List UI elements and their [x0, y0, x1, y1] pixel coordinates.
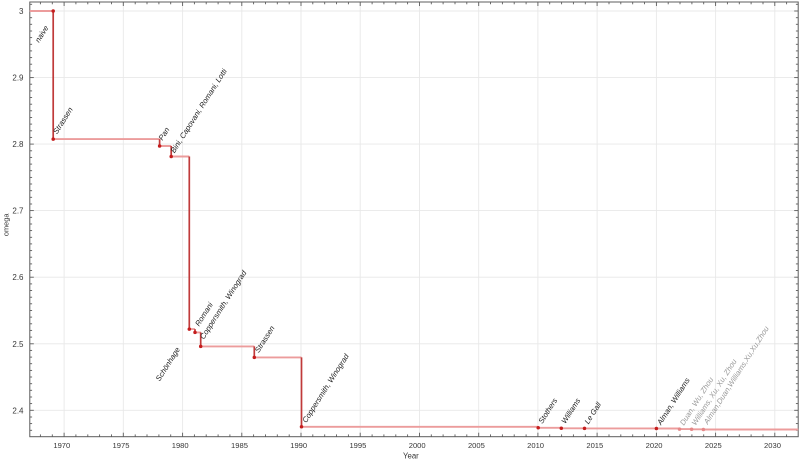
- svg-text:1985: 1985: [231, 441, 248, 450]
- svg-text:2.7: 2.7: [12, 207, 24, 216]
- svg-text:3: 3: [19, 7, 24, 16]
- svg-text:2.9: 2.9: [12, 74, 24, 83]
- svg-text:2025: 2025: [705, 441, 722, 450]
- svg-text:2.4: 2.4: [12, 406, 24, 415]
- svg-text:1990: 1990: [290, 441, 307, 450]
- svg-text:1995: 1995: [349, 441, 366, 450]
- svg-text:omega: omega: [2, 213, 11, 236]
- svg-text:2005: 2005: [468, 441, 485, 450]
- svg-text:1975: 1975: [113, 441, 130, 450]
- svg-text:2000: 2000: [409, 441, 426, 450]
- svg-text:1970: 1970: [53, 441, 70, 450]
- svg-text:Year: Year: [403, 451, 419, 460]
- svg-text:2010: 2010: [527, 441, 544, 450]
- svg-text:2020: 2020: [646, 441, 663, 450]
- svg-text:2.8: 2.8: [12, 140, 24, 149]
- svg-text:2.5: 2.5: [12, 340, 24, 349]
- svg-text:2030: 2030: [764, 441, 781, 450]
- svg-text:2.6: 2.6: [12, 273, 24, 282]
- svg-text:1980: 1980: [172, 441, 189, 450]
- svg-text:2015: 2015: [586, 441, 603, 450]
